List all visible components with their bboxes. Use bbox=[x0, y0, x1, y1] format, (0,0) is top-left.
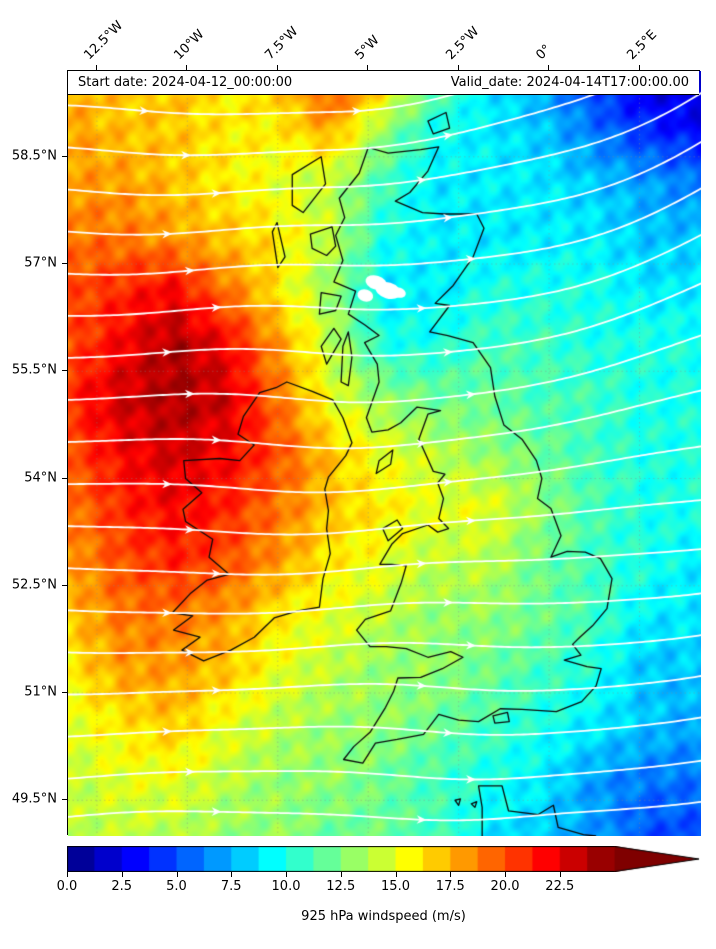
lat-tick-mark bbox=[62, 584, 67, 586]
lat-tick-mark bbox=[62, 692, 67, 693]
lat-tick-label: 55.5°N bbox=[11, 362, 57, 378]
colorbar-tick-mark bbox=[176, 872, 178, 877]
lon-tick-mark bbox=[186, 65, 188, 70]
lat-tick-mark bbox=[62, 263, 67, 265]
colorbar-tick-label: 15.0 bbox=[381, 879, 410, 894]
lon-tick-mark bbox=[638, 65, 640, 70]
start-date-label: Start date: 2024-04-12_00:00:00 bbox=[78, 75, 293, 90]
colorbar-tick-mark bbox=[231, 872, 233, 877]
colorbar-tick-mark bbox=[67, 872, 68, 877]
lon-tick-label: 12.5°W bbox=[81, 18, 127, 64]
colorbar-tick-mark bbox=[395, 872, 397, 877]
longitude-axis: 12.5°W 10°W 7.5°W 5°W 2.5°W 0° 2.5°E bbox=[0, 0, 716, 70]
colorbar-tick-mark bbox=[340, 872, 342, 877]
lat-tick-label: 51°N bbox=[24, 684, 57, 700]
lon-tick-label: 7.5°W bbox=[262, 24, 302, 64]
colorbar bbox=[67, 846, 700, 872]
lon-tick-label: 5°W bbox=[352, 32, 383, 63]
lon-tick-mark bbox=[95, 65, 97, 70]
colorbar-tick-label: 20.0 bbox=[490, 879, 520, 894]
map-plot-area: Start date: 2024-04-12_00:00:00 Valid_da… bbox=[67, 70, 701, 836]
lat-tick-mark bbox=[62, 155, 67, 157]
lat-tick-label: 52.5°N bbox=[11, 577, 57, 593]
lon-tick-label: 2.5°E bbox=[623, 27, 660, 64]
lon-tick-mark bbox=[276, 65, 278, 70]
lon-tick-label: 10°W bbox=[171, 27, 208, 63]
colorbar-label: 925 hPa windspeed (m/s) bbox=[301, 909, 466, 924]
colorbar-tick-label: 22.5 bbox=[545, 879, 575, 894]
lon-tick-mark bbox=[548, 65, 550, 70]
latitude-axis: 58.5°N 57°N 55.5°N 54°N 52.5°N 51°N 49.5°N bbox=[0, 70, 67, 835]
lat-tick-mark bbox=[62, 370, 67, 372]
windspeed-map-canvas bbox=[68, 71, 701, 836]
lon-tick-mark bbox=[457, 65, 459, 70]
colorbar-tick-mark bbox=[505, 872, 507, 877]
lon-tick-mark bbox=[367, 65, 369, 70]
colorbar-tick-label: 17.5 bbox=[435, 879, 465, 894]
lon-tick-label: 2.5°W bbox=[443, 24, 482, 64]
colorbar-tick-label: 2.5 bbox=[111, 879, 133, 894]
colorbar-tick-label: 10.0 bbox=[271, 879, 301, 894]
colorbar-tick-mark bbox=[559, 872, 561, 877]
colorbar-tick-label: 12.5 bbox=[326, 879, 356, 894]
lat-tick-mark bbox=[62, 477, 67, 479]
colorbar-tick-mark bbox=[121, 872, 123, 877]
lon-tick-label: 0° bbox=[533, 41, 555, 63]
colorbar-tick-label: 5.0 bbox=[166, 879, 187, 894]
lat-tick-label: 58.5°N bbox=[11, 148, 57, 164]
date-header-bar: Start date: 2024-04-12_00:00:00 Valid_da… bbox=[68, 71, 699, 95]
colorbar-tick-mark bbox=[286, 872, 288, 877]
lat-tick-label: 49.5°N bbox=[11, 791, 57, 807]
lat-tick-label: 54°N bbox=[24, 470, 57, 486]
colorbar-tick-mark bbox=[450, 872, 452, 877]
colorbar-tick-label: 7.5 bbox=[220, 879, 242, 894]
colorbar-tick-label: 0.0 bbox=[56, 879, 78, 894]
lat-tick-label: 57°N bbox=[24, 255, 57, 271]
lat-tick-mark bbox=[62, 799, 67, 801]
valid-date-label: Valid_date: 2024-04-14T17:00:00.00 bbox=[450, 75, 689, 90]
